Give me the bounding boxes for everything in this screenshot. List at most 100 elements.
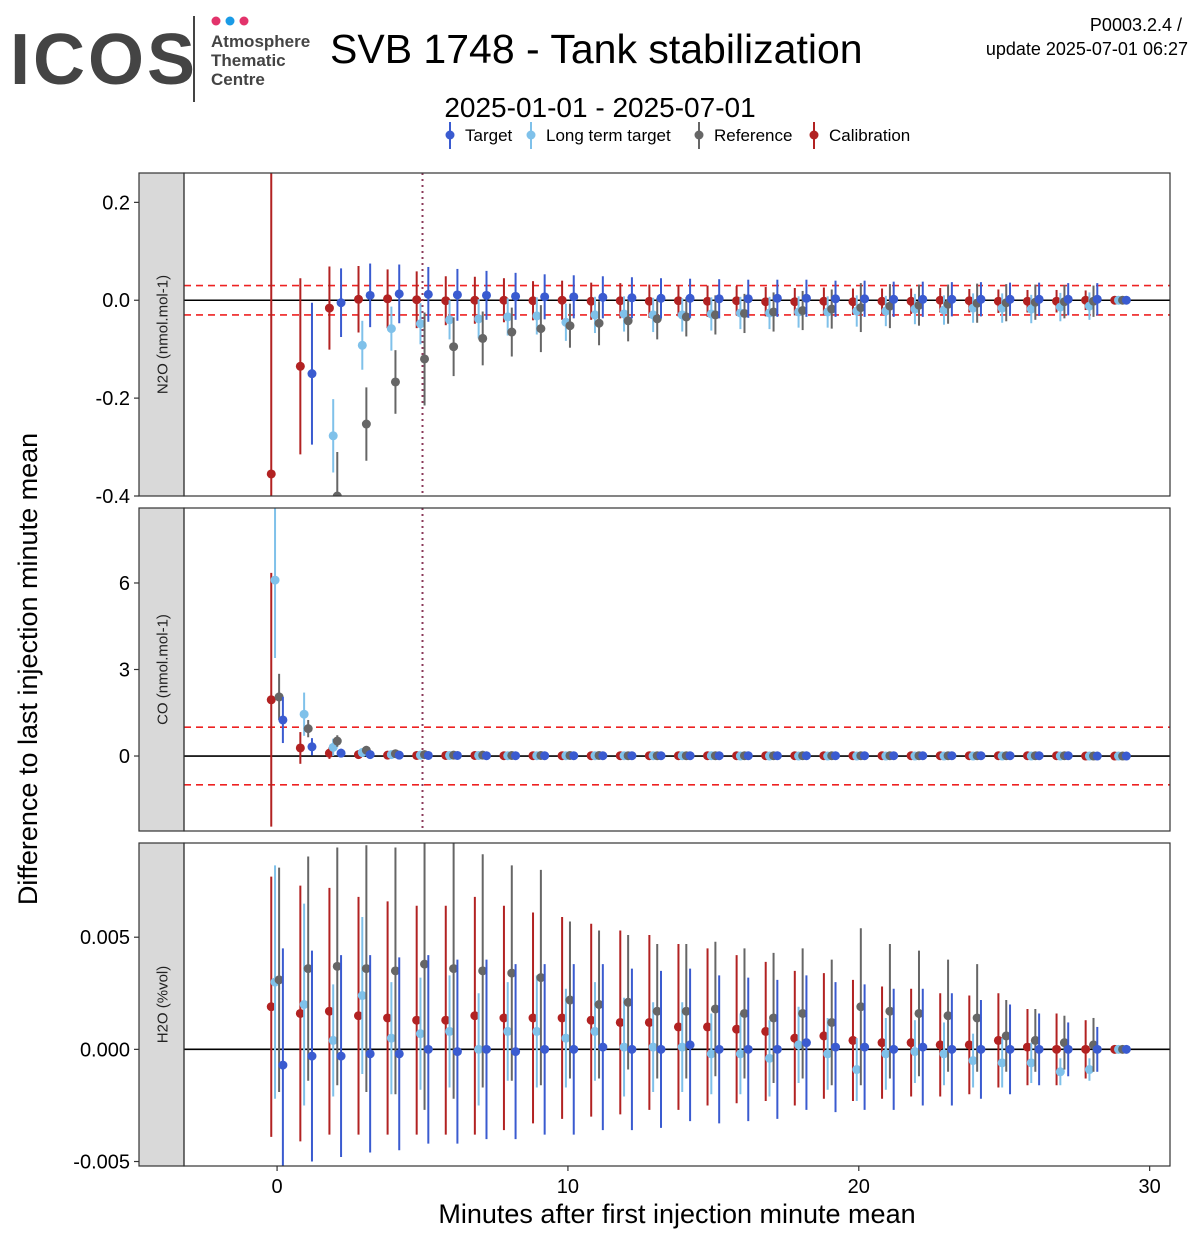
data-point [856, 1002, 866, 1012]
data-point [860, 751, 870, 761]
x-axis-title: Minutes after first injection minute mea… [438, 1199, 915, 1229]
data-point [503, 312, 513, 322]
data-point [819, 296, 829, 306]
data-point [831, 751, 841, 761]
data-point [324, 1006, 334, 1016]
data-point [481, 290, 491, 300]
data-point [739, 308, 749, 318]
data-point [1092, 1044, 1102, 1054]
data-point [656, 293, 666, 303]
data-point [739, 1008, 749, 1018]
data-point [801, 293, 811, 303]
data-point [681, 312, 691, 322]
data-point [598, 1042, 608, 1052]
data-point [656, 1044, 666, 1054]
data-point [993, 1035, 1003, 1045]
data-point [623, 997, 633, 1007]
data-point [918, 1042, 928, 1052]
logo-subtitle-2: Thematic [211, 51, 286, 70]
data-point [445, 1026, 455, 1036]
y-tick-label: 6 [119, 573, 130, 595]
data-point [295, 361, 305, 371]
data-point [1005, 294, 1015, 304]
data-point [993, 296, 1003, 306]
data-point [540, 292, 550, 302]
data-point [848, 297, 858, 307]
y-tick-label: 0.000 [80, 1039, 130, 1061]
data-point [394, 289, 404, 299]
data-point [354, 294, 364, 304]
data-point [656, 751, 666, 761]
data-point [619, 309, 629, 319]
data-point [769, 307, 779, 317]
data-point [761, 1026, 771, 1036]
data-point [569, 751, 579, 761]
data-point [390, 377, 400, 387]
data-point [772, 293, 782, 303]
legend-label: Target [465, 126, 513, 145]
data-point [299, 1000, 309, 1009]
x-tick-label: 10 [557, 1176, 579, 1198]
data-point [383, 294, 393, 304]
series-calibration [266, 173, 1120, 496]
series-calibration [266, 876, 1120, 1142]
data-point [798, 306, 808, 316]
y-tick-label: 0.0 [102, 290, 130, 312]
data-point [528, 296, 538, 306]
data-point [565, 995, 575, 1005]
data-point [823, 1049, 833, 1059]
legend-label: Reference [714, 126, 792, 145]
series-target [307, 263, 1131, 445]
data-point [415, 319, 425, 329]
data-point [561, 1033, 571, 1043]
data-point [511, 1047, 521, 1057]
facet-strip-label: H2O (%vol) [155, 966, 172, 1044]
data-point [354, 1011, 364, 1021]
data-point [474, 1044, 484, 1054]
data-point [1121, 751, 1131, 761]
data-point [831, 294, 841, 304]
y-tick-label: -0.2 [96, 388, 130, 410]
data-point [877, 1038, 887, 1048]
data-point [412, 295, 422, 305]
data-point [1084, 1065, 1094, 1075]
data-point [441, 1015, 451, 1025]
data-point [441, 296, 451, 306]
data-point [623, 316, 633, 326]
series-long-term-target [328, 292, 1124, 473]
data-point [557, 1013, 567, 1023]
x-tick-label: 30 [1139, 1176, 1161, 1198]
logo-dot-1 [211, 16, 221, 26]
y-tick-label: -0.005 [73, 1152, 130, 1174]
data-point [586, 1015, 596, 1025]
data-point [1030, 1035, 1040, 1045]
data-point [685, 293, 695, 303]
data-point [790, 297, 800, 307]
data-point [860, 294, 870, 304]
data-point [627, 1044, 637, 1054]
data-point [1022, 1042, 1032, 1052]
y-axis-title: Difference to last injection minute mean [13, 433, 43, 905]
panel-background [184, 173, 1170, 496]
data-point [278, 1060, 288, 1070]
data-point [594, 318, 604, 328]
icos-logo: ICOS Atmosphere Thematic Centre [10, 16, 310, 102]
chart-title: SVB 1748 - Tank stabilization [330, 26, 863, 72]
version-label: P0003.2.4 / [1090, 15, 1182, 35]
data-point [590, 310, 600, 320]
panel-border [183, 172, 1171, 497]
data-point [935, 1040, 945, 1050]
legend-item-target: Target [445, 122, 513, 149]
data-point [383, 1013, 393, 1023]
data-point [615, 296, 625, 306]
data-point [361, 419, 371, 429]
update-label: update 2025-07-01 06:27 [986, 39, 1188, 59]
data-point [1034, 751, 1044, 761]
data-point [1092, 751, 1102, 761]
legend-label: Calibration [829, 126, 910, 145]
data-point [627, 751, 637, 761]
data-point [972, 1013, 982, 1023]
data-point [452, 290, 462, 300]
data-point [328, 431, 338, 441]
data-point [478, 333, 488, 343]
